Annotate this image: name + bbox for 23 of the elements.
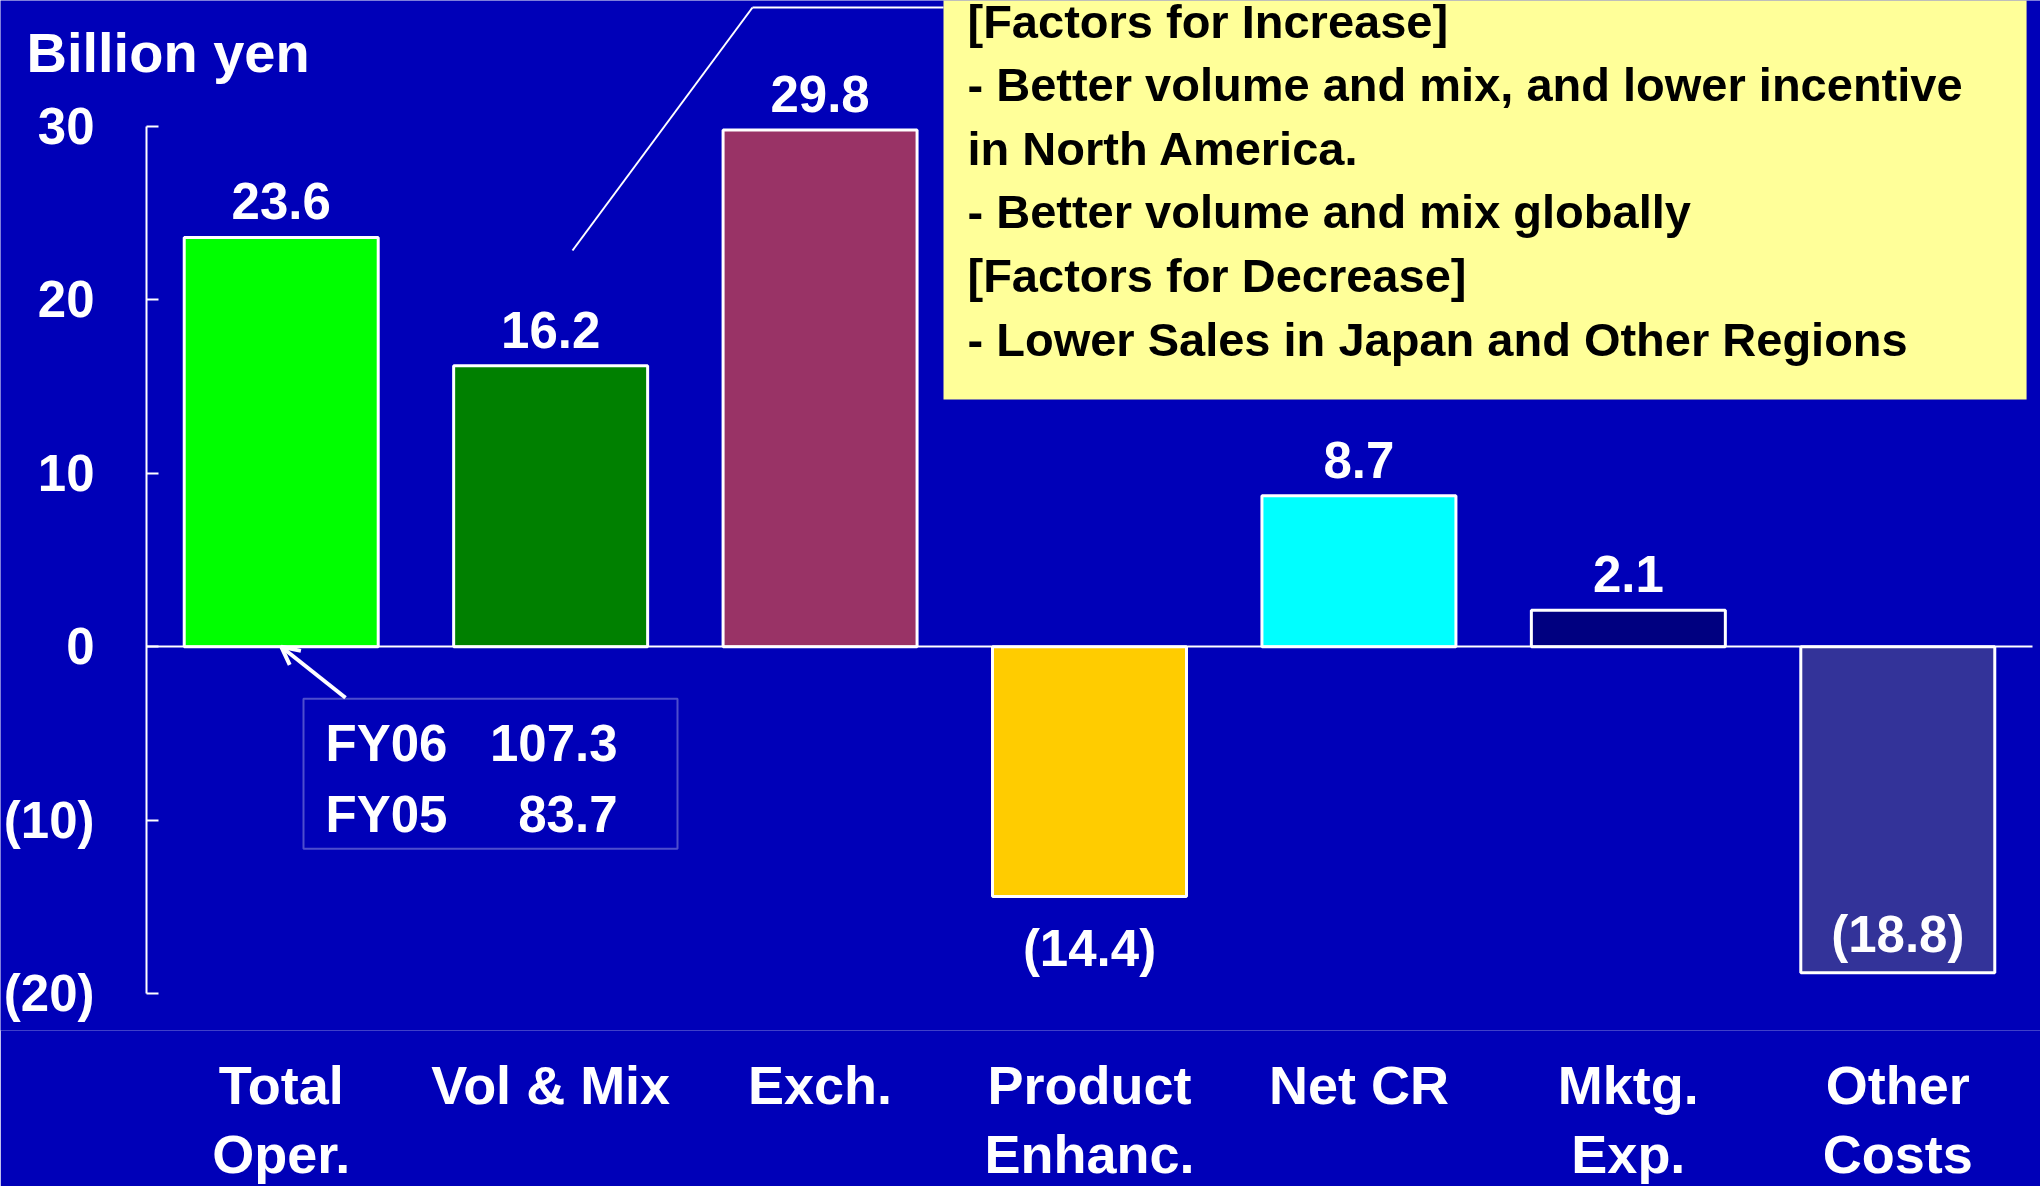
data-label: (14.4) xyxy=(1022,920,1157,978)
y-tick-label: 0 xyxy=(66,618,95,676)
data-label: (18.8) xyxy=(1831,906,1965,964)
x-tick-label: Vol & Mix xyxy=(431,1054,671,1115)
data-label: 16.2 xyxy=(501,301,601,359)
data-label: 29.8 xyxy=(770,65,870,123)
data-label: 8.7 xyxy=(1323,431,1395,489)
annotation: FY06 107.3 FY05 83.7 xyxy=(325,714,618,843)
y-tick-label: 30 xyxy=(37,98,95,155)
data-label: 23.6 xyxy=(231,173,331,231)
y-axis-title: Billion yen xyxy=(26,21,310,84)
y-tick-label: (20) xyxy=(3,965,95,1022)
y-tick-label: 10 xyxy=(37,444,95,502)
x-tick-label: Exch. xyxy=(748,1054,893,1115)
x-tick-label: Other Costs xyxy=(1822,1054,1973,1184)
x-tick-label: Mktg. Exp. xyxy=(1557,1054,1699,1184)
annotation: [Factors for Increase] - Better volume and mix, and lower incentive in North America. - Better volume and mix globally [Factors for Decrease] - Lower Sales in Japan and Other Regions xyxy=(967,0,1963,366)
x-tick-label: Total Oper. xyxy=(212,1054,351,1184)
y-tick-label: (10) xyxy=(3,791,95,849)
x-tick-label: Net CR xyxy=(1268,1054,1449,1115)
x-tick-label: Product Enhanc. xyxy=(984,1054,1195,1184)
y-tick-label: 20 xyxy=(37,271,95,329)
data-label: 2.1 xyxy=(1592,546,1664,604)
